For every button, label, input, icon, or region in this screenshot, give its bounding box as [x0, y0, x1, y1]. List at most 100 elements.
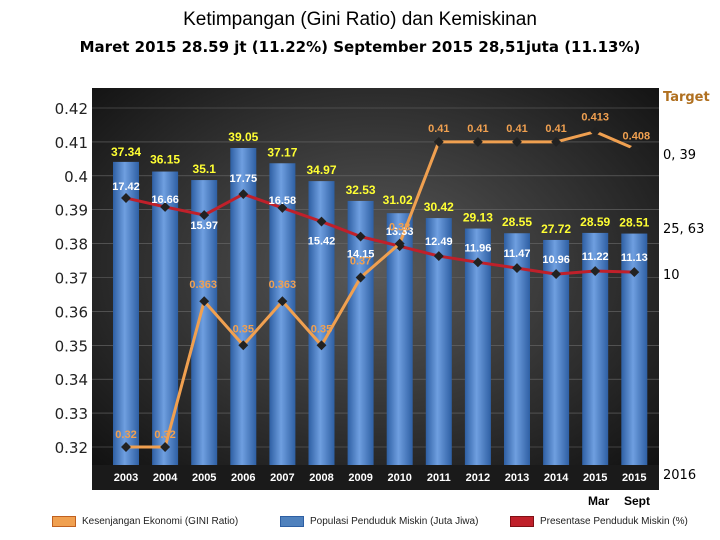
gini-point — [590, 126, 601, 137]
legend-label-population: Populasi Penduduk Miskin (Juta Jiwa) — [310, 516, 479, 527]
population-bar — [191, 180, 218, 465]
percentage-point — [160, 202, 171, 212]
population-data-label: 31.02 — [383, 193, 413, 207]
percentage-point — [199, 210, 210, 221]
percentage-point — [316, 216, 327, 227]
gini-data-label: 0.37 — [350, 256, 371, 268]
gini-point — [277, 296, 288, 307]
x-tick-label: 2007 — [270, 472, 294, 484]
x-tick-label: 2008 — [309, 472, 333, 484]
gini-swatch — [52, 516, 76, 527]
population-data-label: 29.13 — [463, 211, 493, 225]
population-bar — [386, 213, 413, 465]
percentage-point — [551, 269, 562, 280]
gini-point — [472, 136, 483, 147]
population-data-label: 30.42 — [424, 200, 454, 214]
y-tick-label: 0.37 — [55, 270, 88, 288]
population-data-label: 27.72 — [541, 222, 571, 236]
gini-point — [160, 442, 171, 452]
population-data-label: 37.34 — [111, 145, 141, 159]
legend-item-gini: Kesenjangan Ekonomi (GINI Ratio) — [52, 516, 238, 527]
population-data-label: 39.05 — [228, 130, 258, 144]
x-axis-band — [92, 465, 659, 490]
gini-point — [238, 340, 249, 351]
x-tick-label: 2011 — [427, 472, 451, 484]
population-data-label: 28.55 — [502, 215, 532, 229]
percentage-point — [629, 267, 640, 278]
legend-item-population: Populasi Penduduk Miskin (Juta Jiwa) — [280, 516, 478, 527]
gini-data-label: 0.41 — [506, 123, 527, 135]
x-tick-label: 2010 — [387, 472, 411, 484]
gini-data-label: 0.32 — [154, 429, 175, 441]
gini-point — [316, 340, 327, 351]
gini-data-label: 0.38 — [389, 222, 410, 234]
gini-point — [551, 136, 562, 147]
population-target-label: 25, 63 — [663, 222, 705, 237]
percentage-line — [125, 192, 635, 276]
y-tick-label: 0.42 — [55, 100, 88, 118]
percentage-point — [433, 251, 444, 262]
population-data-label: 36.15 — [150, 153, 180, 167]
target-label: Target — [663, 90, 710, 105]
population-data-label: 35.1 — [193, 162, 217, 176]
y-tick-label: 0.32 — [55, 439, 88, 457]
x-tick-label: 2006 — [231, 472, 255, 484]
population-bar — [308, 181, 335, 466]
population-bar — [152, 171, 179, 465]
chart-title: Ketimpangan (Gini Ratio) dan Kemiskinan — [183, 9, 537, 30]
gini-line — [126, 130, 635, 449]
percentage-point — [590, 266, 601, 276]
target-year-label: 2016 — [663, 468, 697, 483]
percentage-point — [277, 202, 288, 213]
percentage-point — [121, 193, 131, 203]
percentage-data-label: 10.96 — [542, 254, 570, 266]
population-data-label: 37.17 — [267, 145, 297, 159]
population-bar — [113, 161, 139, 465]
percentage-data-label: 16.66 — [151, 194, 179, 206]
percentage-data-label: 11.96 — [464, 242, 491, 254]
gini-point — [512, 136, 522, 147]
gini-data-label: 0.408 — [623, 131, 651, 143]
percentage-data-label: 11.22 — [582, 251, 609, 263]
population-bar — [347, 200, 374, 465]
gini-point — [394, 238, 405, 249]
x-tick-label: 2013 — [505, 472, 529, 484]
gini-point — [199, 296, 210, 307]
gini-data-label: 0.41 — [428, 123, 449, 135]
percentage-data-label: 11.13 — [621, 252, 648, 264]
population-bar — [464, 228, 491, 465]
x-tick-label: 2009 — [348, 472, 372, 484]
gini-target-label: 0, 39 — [663, 148, 697, 163]
population-swatch — [280, 516, 304, 527]
percentage-data-label: 11.47 — [504, 248, 531, 260]
x-tick-label: 2012 — [466, 472, 490, 484]
percentage-point — [238, 189, 249, 200]
y-tick-label: 0.38 — [55, 236, 88, 254]
chart-subtitle: Maret 2015 28.59 jt (11.22%) September 2… — [79, 38, 641, 56]
march-label: Mar — [588, 494, 610, 508]
legend-label-gini: Kesenjangan Ekonomi (GINI Ratio) — [82, 516, 239, 527]
gini-point — [433, 136, 444, 147]
percentage-data-label: 14.15 — [347, 249, 375, 261]
gini-data-label: 0.32 — [115, 429, 136, 441]
y-tick-label: 0.39 — [55, 202, 88, 220]
x-tick-label: 2004 — [153, 472, 178, 484]
percentage-data-label: 16.58 — [269, 195, 297, 207]
percentage-point — [472, 257, 483, 268]
gini-point — [355, 272, 366, 283]
gini-data-label: 0.413 — [581, 112, 609, 124]
percentage-swatch — [510, 516, 534, 527]
population-data-label: 28.59 — [580, 215, 610, 229]
population-bar — [269, 163, 296, 465]
percentage-data-label: 12.49 — [425, 236, 453, 248]
percentage-point — [512, 263, 522, 274]
y-tick-label: 0.36 — [55, 303, 88, 321]
gini-data-label: 0.41 — [545, 123, 566, 135]
percentage-point — [355, 231, 366, 242]
percentage-data-label: 17.75 — [230, 173, 258, 185]
gini-data-label: 0.35 — [311, 323, 332, 335]
percentage-data-label: 15.42 — [308, 236, 336, 248]
x-tick-label: 2014 — [544, 472, 569, 484]
x-tick-label: 2015 — [583, 472, 607, 484]
x-tick-label: 2015 — [622, 472, 646, 484]
